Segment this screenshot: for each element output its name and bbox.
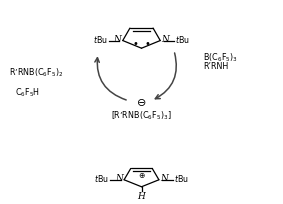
Text: N: N	[115, 174, 123, 183]
Text: N: N	[162, 35, 170, 44]
Text: $t$Bu: $t$Bu	[174, 173, 188, 184]
Text: •: •	[145, 39, 151, 49]
Text: B(C$_6$F$_5$)$_3$: B(C$_6$F$_5$)$_3$	[203, 51, 238, 64]
Text: N: N	[113, 35, 121, 44]
Text: H: H	[138, 192, 145, 201]
Text: N: N	[160, 174, 168, 183]
Text: [R’RNB(C$_6$F$_5$)$_3$]: [R’RNB(C$_6$F$_5$)$_3$]	[111, 110, 172, 122]
Text: $t$Bu: $t$Bu	[93, 34, 108, 45]
Text: R’RNB(C$_6$F$_5$)$_2$: R’RNB(C$_6$F$_5$)$_2$	[9, 66, 64, 79]
Text: $t$Bu: $t$Bu	[175, 34, 190, 45]
Text: $t$Bu: $t$Bu	[95, 173, 109, 184]
Text: $\oplus$: $\oplus$	[138, 171, 145, 180]
Text: R’RNH: R’RNH	[203, 62, 229, 71]
Text: ⊖: ⊖	[137, 98, 146, 108]
Text: •: •	[132, 39, 138, 49]
Text: C$_6$F$_5$H: C$_6$F$_5$H	[15, 86, 40, 99]
